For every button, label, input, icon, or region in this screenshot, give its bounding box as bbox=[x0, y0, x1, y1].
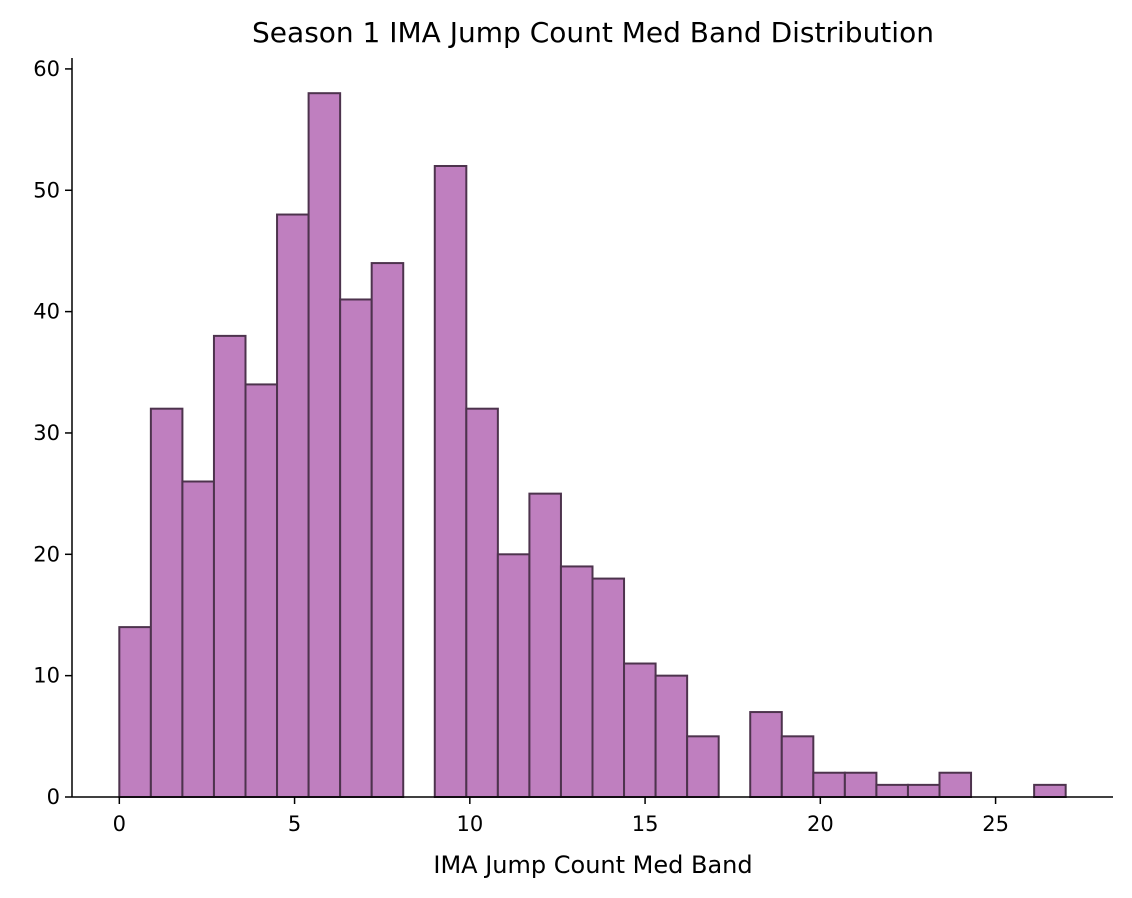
histogram-bar-0 bbox=[118, 626, 152, 798]
histogram-bar-26 bbox=[938, 771, 973, 799]
histogram-bar-29 bbox=[1033, 783, 1067, 799]
x-axis-ticks: 0 5 10 15 20 25 bbox=[113, 797, 1009, 836]
x-axis-label: IMA Jump Count Med Band bbox=[433, 851, 752, 879]
histogram-bar-17 bbox=[654, 674, 689, 798]
histogram-bar-25 bbox=[906, 783, 941, 799]
histogram-bar-13 bbox=[528, 492, 562, 798]
histogram-bar-15 bbox=[591, 577, 626, 798]
x-tick-label-10: 10 bbox=[456, 812, 483, 836]
y-tick-label-60: 60 bbox=[33, 57, 60, 81]
chart-title: Season 1 IMA Jump Count Med Band Distrib… bbox=[252, 16, 934, 49]
histogram-bar-11 bbox=[465, 407, 499, 798]
y-tick-label-20: 20 bbox=[33, 542, 60, 566]
histogram-bar-23 bbox=[843, 771, 878, 799]
histogram-bar-5 bbox=[276, 213, 310, 799]
histogram-bar-24 bbox=[875, 783, 909, 799]
histogram-bar-14 bbox=[559, 565, 594, 798]
histogram-bar-20 bbox=[749, 711, 783, 799]
histogram-bar-2 bbox=[181, 480, 215, 798]
x-tick-label-15: 15 bbox=[632, 812, 659, 836]
histogram-bar-10 bbox=[433, 164, 468, 798]
histogram-bar-12 bbox=[496, 553, 531, 798]
histogram-bar-8 bbox=[370, 262, 405, 798]
x-tick-label-5: 5 bbox=[288, 812, 301, 836]
histogram-bar-22 bbox=[812, 771, 846, 799]
x-tick-label-20: 20 bbox=[807, 812, 834, 836]
x-tick-label-0: 0 bbox=[113, 812, 126, 836]
histogram-bar-6 bbox=[307, 92, 342, 798]
y-tick-label-50: 50 bbox=[33, 178, 60, 202]
histogram-bar-16 bbox=[623, 662, 657, 798]
y-tick-label-10: 10 bbox=[33, 664, 60, 688]
x-tick-label-25: 25 bbox=[982, 812, 1009, 836]
y-axis-ticks: 0 10 20 30 40 50 60 bbox=[33, 57, 72, 809]
histogram-bar-1 bbox=[149, 407, 184, 798]
histogram-bar-21 bbox=[780, 735, 815, 799]
y-tick-label-40: 40 bbox=[33, 300, 60, 324]
histogram-bar-4 bbox=[244, 383, 279, 798]
y-tick-label-30: 30 bbox=[33, 421, 60, 445]
y-tick-label-0: 0 bbox=[47, 785, 60, 809]
bars-group bbox=[118, 92, 1067, 799]
histogram-bar-3 bbox=[212, 334, 247, 798]
histogram-bar-18 bbox=[686, 735, 720, 799]
histogram-bar-7 bbox=[339, 298, 373, 798]
